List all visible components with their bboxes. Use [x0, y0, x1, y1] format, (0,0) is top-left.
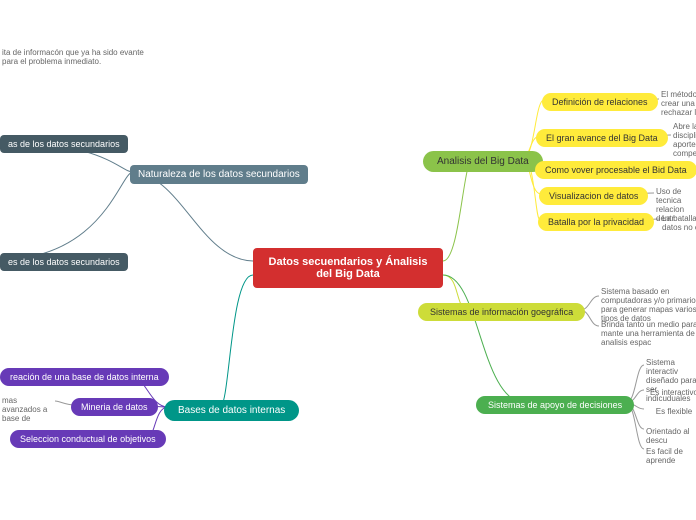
node-gran-av-t: Abre la discipli aportes compet: [671, 120, 696, 160]
node-sig: Sistemas de información goegráfica: [418, 303, 585, 321]
node-creacion: reación de una base de datos interna: [0, 368, 169, 386]
node-naturaleza: Naturaleza de los datos secundarios: [130, 165, 308, 184]
node-mineria: Mineria de datos: [71, 398, 158, 416]
node-batalla: Batalla por la privacidad: [538, 213, 654, 231]
node-sad: Sistemas de apoyo de decisiones: [476, 396, 634, 414]
node-como-pr: Como vover procesable el Bid Data: [535, 161, 696, 179]
node-as-datos: as de los datos secundarios: [0, 135, 128, 153]
node-analisis: Analisis del Big Data: [423, 151, 543, 172]
node-gran-av: El gran avance del Big Data: [536, 129, 668, 147]
node-mineria-t: mas avanzados a base de: [0, 394, 55, 425]
node-sig-t2: Brinda tanto un medio para mante una her…: [599, 318, 696, 349]
center-node: Datos secuendarios y Ánalisis del Big Da…: [253, 248, 443, 288]
node-sad-t5: Es facil de aprende: [644, 445, 696, 467]
node-bases: Bases de datos internas: [164, 400, 299, 421]
node-def-rel-t: El método c crear una hi rechazar la: [659, 88, 696, 119]
node-batalla-t: La batalla e datos no c: [660, 212, 696, 234]
node-visual: Visualizacion de datos: [539, 187, 648, 205]
node-sad-t2: Es interactivo: [644, 386, 696, 399]
node-top-text: ita de informacón que ya ha sido evante …: [0, 46, 150, 68]
node-sad-t4: Orientado al descu: [644, 425, 696, 447]
node-sad-t3: Es flexible: [644, 405, 696, 418]
node-def-rel: Definición de relaciones: [542, 93, 658, 111]
node-es-datos: es de los datos secundarios: [0, 253, 128, 271]
node-seleccion: Seleccion conductual de objetivos: [10, 430, 166, 448]
